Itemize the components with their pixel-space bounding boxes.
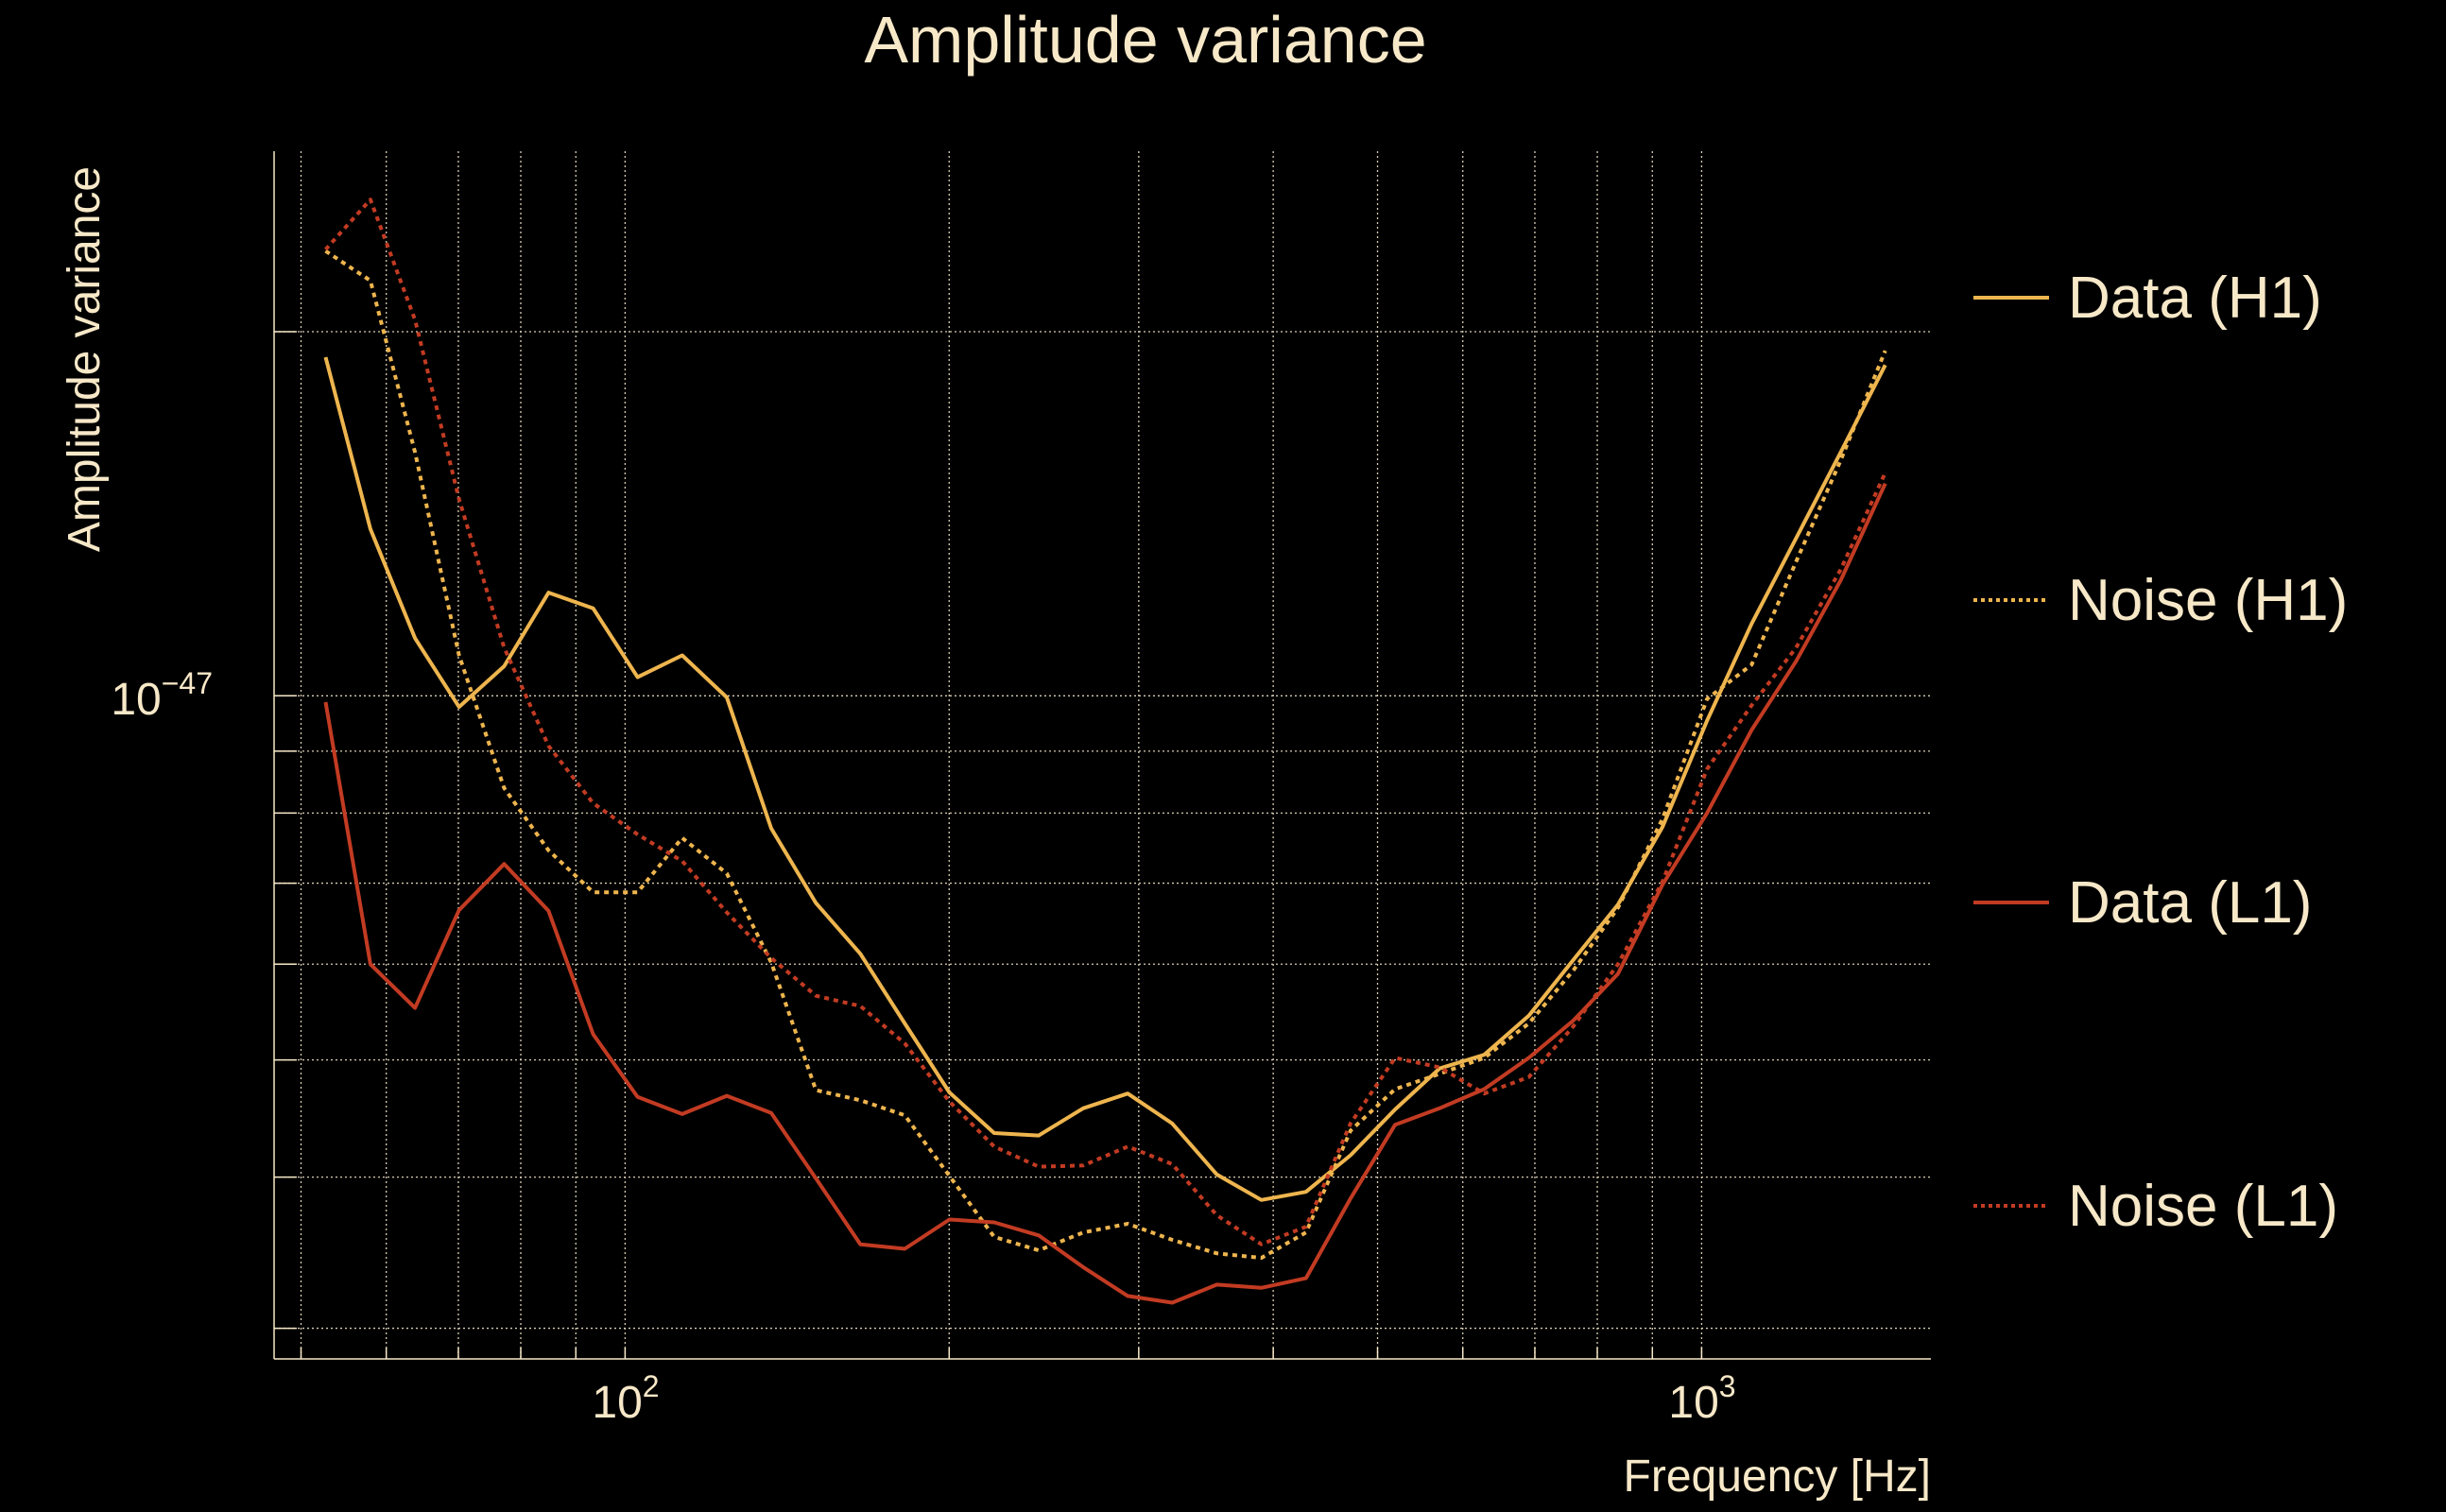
legend-item-noise-h1[interactable]: Noise (H1) (1973, 568, 2348, 633)
legend-label: Noise (H1) (2068, 568, 2348, 633)
series-line-data-l1 (323, 482, 1887, 1305)
legend-item-data-h1[interactable]: Data (H1) (1973, 266, 2322, 331)
axes (273, 151, 1931, 1360)
series-group (323, 198, 1887, 1305)
legend-label: Data (L1) (2068, 870, 2312, 936)
legend-item-noise-l1[interactable]: Noise (L1) (1973, 1174, 2338, 1239)
y-axis-label: Amplitude variance (60, 166, 110, 552)
x-tick-label-100: 102 (592, 1369, 659, 1428)
legend-label: Data (H1) (2068, 266, 2322, 331)
legend-item-data-l1[interactable]: Data (L1) (1973, 870, 2312, 936)
y-tick-label-1e-47: 10−47 (111, 666, 213, 725)
x-axis-label: Frequency [Hz] (1624, 1452, 1931, 1502)
series-line-data-h1 (323, 356, 1887, 1202)
series-line-noise-l1 (324, 198, 1887, 1246)
legend-label: Noise (L1) (2068, 1174, 2338, 1239)
x-tick-label-1000: 103 (1668, 1369, 1735, 1428)
chart-title: Amplitude variance (864, 3, 1426, 77)
series-line-noise-h1 (324, 249, 1887, 1261)
grid (274, 151, 1931, 1359)
legend: Data (H1) Noise (H1) Data (L1) Noise (L1… (1973, 266, 2348, 1239)
